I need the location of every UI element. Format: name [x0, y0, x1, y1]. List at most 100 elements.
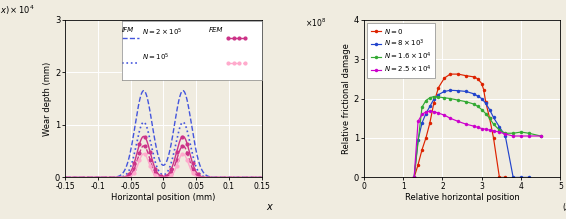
$N = 0$: [441, 77, 448, 79]
$N = 2.5 \times 10^4$: [447, 117, 454, 120]
$N = 0$: [462, 74, 469, 77]
$N = 8 \times 10^3$: [496, 126, 503, 128]
$N = 2.5 \times 10^4$: [510, 135, 517, 137]
Text: $(x/R) \times 10^2$: $(x/R) \times 10^2$: [562, 201, 566, 214]
$N = 8 \times 10^3$: [486, 108, 493, 111]
$N = 2.5 \times 10^4$: [496, 131, 503, 133]
$N = 8 \times 10^3$: [447, 89, 454, 92]
$N = 1.6 \times 10^4$: [441, 96, 448, 99]
$N = 0$: [415, 163, 422, 166]
Line: $N = 1.6 \times 10^4$: $N = 1.6 \times 10^4$: [413, 95, 542, 179]
$N = 2.5 \times 10^4$: [490, 130, 497, 132]
Text: $x$: $x$: [265, 202, 273, 212]
$N = 2.5 \times 10^4$: [474, 126, 481, 129]
$N = 1.6 \times 10^4$: [462, 100, 469, 103]
$N = 8 \times 10^3$: [419, 122, 426, 124]
$N = 1.6 \times 10^4$: [447, 97, 454, 100]
$N = 1.6 \times 10^4$: [502, 132, 509, 134]
$N = 8 \times 10^3$: [426, 105, 433, 108]
$N = 8 \times 10^3$: [435, 93, 442, 96]
$N = 8 \times 10^3$: [478, 97, 485, 100]
$N = 8 \times 10^3$: [454, 89, 461, 92]
$N = 1.6 \times 10^4$: [482, 112, 489, 115]
$N = 1.6 \times 10^4$: [474, 105, 481, 108]
$N = 1.6 \times 10^4$: [496, 129, 503, 131]
$N = 1.6 \times 10^4$: [430, 95, 437, 98]
$N = 2.5 \times 10^4$: [462, 123, 469, 125]
$N = 2.5 \times 10^4$: [422, 111, 430, 113]
$N = 8 \times 10^3$: [490, 116, 497, 119]
$N = 8 \times 10^3$: [462, 90, 469, 93]
$N = 2.5 \times 10^4$: [470, 125, 477, 127]
$N = 0$: [502, 176, 509, 179]
$N = 1.6 \times 10^4$: [478, 108, 485, 111]
$N = 0$: [496, 176, 503, 179]
$N = 0$: [419, 148, 426, 151]
$N = 0$: [482, 100, 489, 103]
$N = 2.5 \times 10^4$: [411, 176, 418, 179]
Text: $\times 10^8$: $\times 10^8$: [305, 17, 326, 29]
Line: $N = 2.5 \times 10^4$: $N = 2.5 \times 10^4$: [413, 110, 542, 179]
$N = 1.6 \times 10^4$: [510, 132, 517, 134]
$N = 8 \times 10^3$: [430, 98, 437, 101]
Y-axis label: Relative frictional damage: Relative frictional damage: [342, 43, 351, 154]
$N = 8 \times 10^3$: [441, 90, 448, 93]
$N = 0$: [474, 78, 481, 80]
$N = 8 \times 10^3$: [470, 92, 477, 95]
$N = 8 \times 10^3$: [518, 176, 525, 179]
$N = 1.6 \times 10^4$: [422, 99, 430, 102]
Text: $w(x) \times 10^4$: $w(x) \times 10^4$: [0, 3, 35, 17]
$N = 2.5 \times 10^4$: [426, 110, 433, 113]
$N = 1.6 \times 10^4$: [486, 117, 493, 120]
$N = 1.6 \times 10^4$: [518, 131, 525, 133]
$N = 8 \times 10^3$: [482, 102, 489, 105]
Legend: $N = 0$, $N = 8 \times 10^3$, $N = 1.6 \times 10^4$, $N = 2.5 \times 10^4$: $N = 0$, $N = 8 \times 10^3$, $N = 1.6 \…: [367, 23, 435, 78]
$N = 1.6 \times 10^4$: [525, 132, 532, 134]
$N = 0$: [447, 73, 454, 75]
Y-axis label: Wear depth (mm): Wear depth (mm): [43, 61, 52, 136]
$N = 8 \times 10^3$: [474, 95, 481, 97]
$N = 0$: [411, 176, 418, 179]
$N = 0$: [470, 76, 477, 78]
$N = 2.5 \times 10^4$: [435, 112, 442, 115]
$N = 2.5 \times 10^4$: [419, 113, 426, 116]
X-axis label: Horizontal position (mm): Horizontal position (mm): [111, 193, 216, 202]
Line: $N = 0$: $N = 0$: [413, 72, 507, 179]
$N = 1.6 \times 10^4$: [419, 106, 426, 109]
$N = 0$: [430, 102, 437, 105]
$N = 0$: [454, 73, 461, 75]
$N = 1.6 \times 10^4$: [537, 135, 544, 137]
$N = 2.5 \times 10^4$: [537, 135, 544, 137]
$N = 8 \times 10^3$: [411, 176, 418, 179]
$N = 0$: [435, 86, 442, 89]
X-axis label: Relative horizontal position: Relative horizontal position: [405, 193, 520, 202]
$N = 2.5 \times 10^4$: [478, 127, 485, 130]
$N = 0$: [478, 82, 485, 85]
$N = 0$: [486, 117, 493, 120]
$N = 2.5 \times 10^4$: [502, 133, 509, 135]
$N = 0$: [490, 137, 497, 139]
$N = 0$: [481, 88, 487, 91]
$N = 8 \times 10^3$: [525, 176, 532, 179]
$N = 1.6 \times 10^4$: [490, 123, 497, 125]
$N = 1.6 \times 10^4$: [411, 176, 418, 179]
$N = 2.5 \times 10^4$: [415, 120, 422, 123]
$N = 2.5 \times 10^4$: [525, 135, 532, 137]
Line: $N = 8 \times 10^3$: $N = 8 \times 10^3$: [413, 88, 531, 179]
$N = 2.5 \times 10^4$: [482, 128, 489, 131]
$N = 2.5 \times 10^4$: [486, 129, 493, 131]
$N = 2.5 \times 10^4$: [430, 110, 437, 113]
$N = 1.6 \times 10^4$: [470, 103, 477, 105]
$N = 1.6 \times 10^4$: [454, 99, 461, 101]
$N = 8 \times 10^3$: [510, 176, 517, 179]
$N = 1.6 \times 10^4$: [435, 96, 442, 98]
$N = 8 \times 10^3$: [422, 112, 430, 115]
$N = 1.6 \times 10^4$: [426, 96, 433, 99]
$N = 2.5 \times 10^4$: [518, 135, 525, 137]
$N = 8 \times 10^3$: [415, 139, 422, 141]
$N = 2.5 \times 10^4$: [454, 120, 461, 123]
$N = 0$: [426, 122, 433, 124]
$N = 2.5 \times 10^4$: [441, 114, 448, 117]
$N = 8 \times 10^3$: [502, 135, 509, 137]
$N = 0$: [422, 137, 430, 139]
